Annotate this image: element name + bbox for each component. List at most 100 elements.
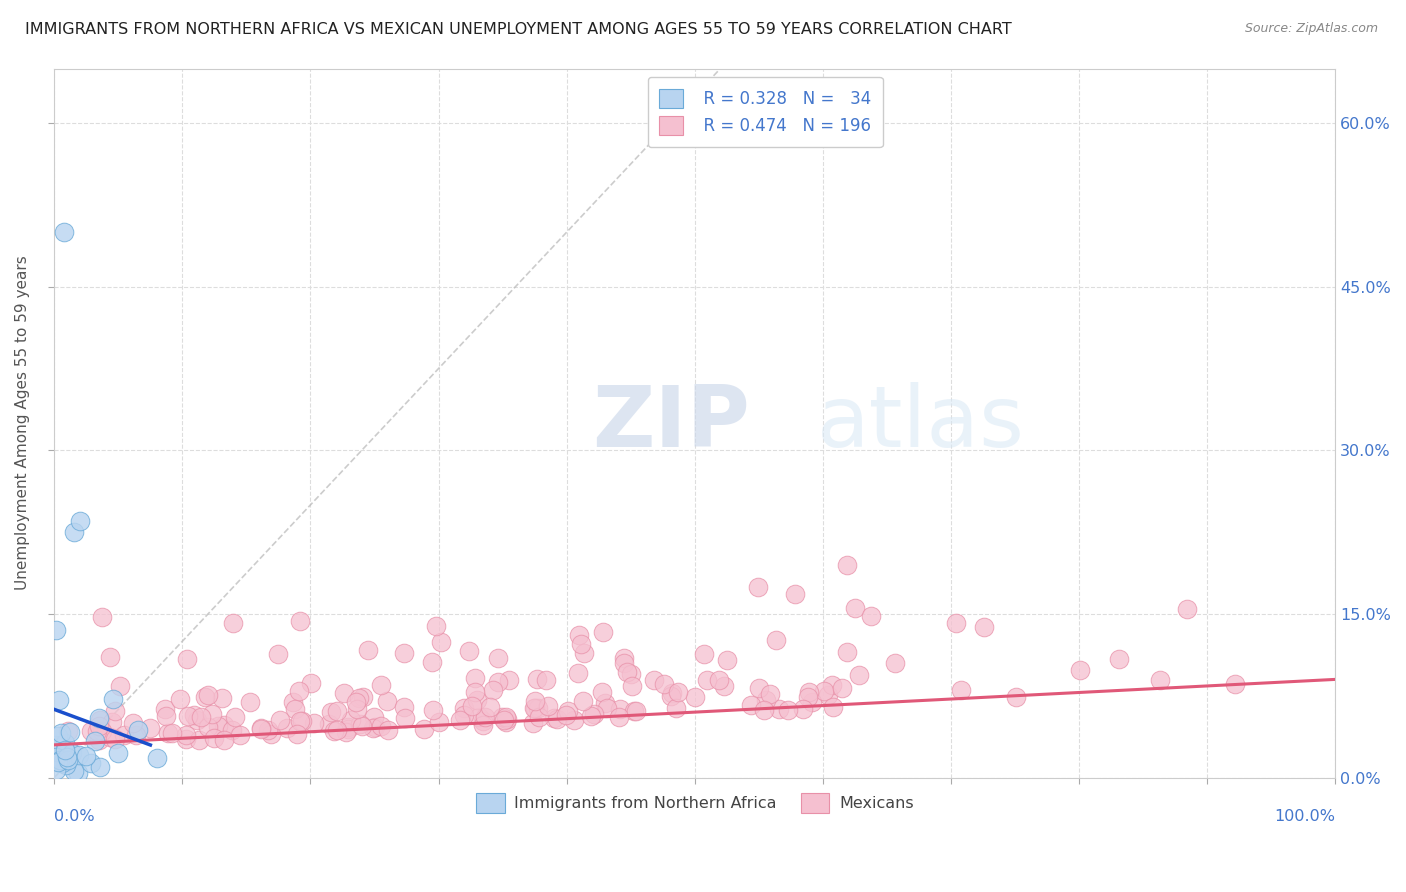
Point xyxy=(288,714,311,729)
Point xyxy=(557,704,579,718)
Point xyxy=(465,693,488,707)
Point xyxy=(582,706,605,721)
Point xyxy=(768,702,790,716)
Point xyxy=(51,756,73,771)
Point xyxy=(224,710,246,724)
Point xyxy=(337,721,360,735)
Point xyxy=(45,750,67,764)
Point xyxy=(121,715,143,730)
Point xyxy=(613,656,636,670)
Point xyxy=(785,586,807,600)
Point xyxy=(176,651,198,665)
Point xyxy=(797,685,820,699)
Point xyxy=(468,709,491,723)
Point xyxy=(62,525,84,540)
Point xyxy=(55,750,77,764)
Point xyxy=(52,225,75,239)
Point xyxy=(60,747,83,761)
Point xyxy=(350,718,373,732)
Point xyxy=(693,647,716,661)
Point xyxy=(174,732,197,747)
Point xyxy=(449,713,471,727)
Point xyxy=(607,710,630,724)
Point xyxy=(75,749,97,764)
Point xyxy=(453,701,475,715)
Point xyxy=(89,711,111,725)
Point xyxy=(46,729,69,743)
Point xyxy=(534,673,557,688)
Point xyxy=(453,708,475,723)
Point xyxy=(45,738,67,752)
Point xyxy=(457,644,479,658)
Point xyxy=(56,723,79,738)
Point xyxy=(302,715,325,730)
Point xyxy=(197,720,219,734)
Point xyxy=(370,719,392,733)
Point xyxy=(156,726,179,740)
Point xyxy=(194,690,217,705)
Point xyxy=(104,731,127,746)
Point xyxy=(848,668,870,682)
Point xyxy=(392,646,415,660)
Point xyxy=(837,645,859,659)
Point xyxy=(567,628,589,642)
Y-axis label: Unemployment Among Ages 55 to 59 years: Unemployment Among Ages 55 to 59 years xyxy=(15,256,30,591)
Point xyxy=(950,682,973,697)
Point xyxy=(48,693,70,707)
Point xyxy=(212,718,235,732)
Point xyxy=(1149,673,1171,688)
Point xyxy=(356,642,378,657)
Point xyxy=(291,714,314,728)
Point xyxy=(394,711,416,725)
Point xyxy=(754,703,776,717)
Point xyxy=(101,692,124,706)
Point xyxy=(187,732,209,747)
Point xyxy=(884,657,907,671)
Point xyxy=(429,714,451,729)
Point xyxy=(370,678,392,692)
Point xyxy=(283,702,305,716)
Point xyxy=(643,673,665,688)
Point xyxy=(464,685,486,699)
Point xyxy=(482,683,505,698)
Point xyxy=(53,752,76,766)
Point xyxy=(420,655,443,669)
Point xyxy=(755,692,778,706)
Point xyxy=(666,684,689,698)
Point xyxy=(523,701,546,715)
Point xyxy=(747,580,769,594)
Point xyxy=(53,735,76,749)
Point xyxy=(498,673,520,687)
Point xyxy=(562,713,585,727)
Point xyxy=(474,710,496,724)
Point xyxy=(98,730,121,744)
Point xyxy=(202,731,225,745)
Point xyxy=(801,695,824,709)
Point xyxy=(212,733,235,747)
Point xyxy=(837,558,859,572)
Point xyxy=(759,687,782,701)
Point xyxy=(127,723,149,737)
Point xyxy=(579,709,602,723)
Point xyxy=(211,690,233,705)
Point xyxy=(66,765,89,780)
Point xyxy=(821,677,844,691)
Point xyxy=(486,651,509,665)
Point xyxy=(613,651,636,665)
Point xyxy=(527,701,550,715)
Point xyxy=(529,710,551,724)
Point xyxy=(160,726,183,740)
Point xyxy=(572,693,595,707)
Point xyxy=(792,702,814,716)
Point xyxy=(460,698,482,713)
Point xyxy=(346,702,368,716)
Point xyxy=(260,727,283,741)
Point xyxy=(495,715,517,730)
Point xyxy=(522,715,544,730)
Point xyxy=(859,609,882,624)
Point xyxy=(352,690,374,704)
Point xyxy=(464,671,486,685)
Point xyxy=(591,685,613,699)
Text: ZIP: ZIP xyxy=(592,382,749,465)
Point xyxy=(696,673,718,687)
